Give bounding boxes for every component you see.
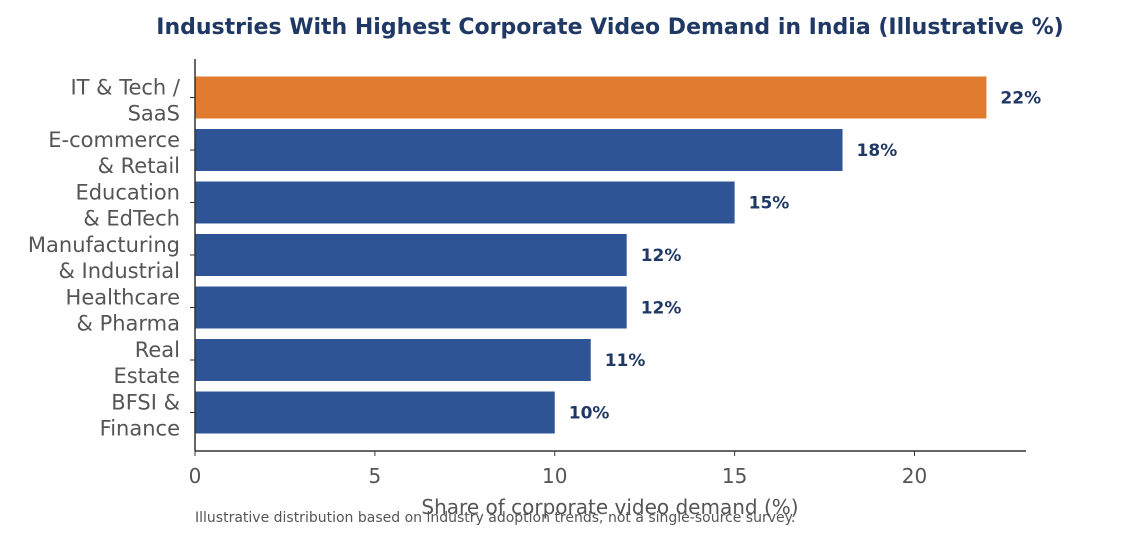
- footnote: Illustrative distribution based on indus…: [195, 510, 795, 526]
- category-label-4: Healthcare & Pharma: [66, 286, 180, 336]
- bar-2: [195, 181, 735, 224]
- category-label-1: E-commerce & Retail: [48, 128, 180, 178]
- x-tick-label-4: 20: [902, 464, 927, 488]
- category-label-3: Manufacturing & Industrial: [28, 233, 180, 283]
- data-label-5: 11%: [605, 351, 646, 371]
- bar-5: [195, 339, 591, 381]
- data-label-4: 12%: [641, 299, 682, 319]
- data-label-3: 12%: [641, 246, 682, 266]
- category-label-0: IT & Tech / SaaS: [70, 76, 180, 126]
- chart-title: Industries With Highest Corporate Video …: [156, 15, 1063, 40]
- data-label-2: 15%: [749, 194, 790, 214]
- data-label-6: 10%: [569, 404, 610, 424]
- x-axis-title: Share of corporate video demand (%): [421, 495, 798, 519]
- labels-layer: 22% IT & Tech / SaaS 18% E-commerce & Retail 1…: [28, 76, 1041, 441]
- data-label-1: 18%: [857, 141, 898, 161]
- bar-0: [195, 76, 987, 119]
- x-tick-label-2: 10: [542, 464, 567, 488]
- x-tick-label-0: 0: [189, 464, 202, 488]
- bar-6: [195, 391, 555, 434]
- data-label-0: 22%: [1000, 89, 1041, 109]
- bar-1: [195, 129, 843, 171]
- category-label-5: Real Estate: [114, 338, 180, 388]
- category-label-6: BFSI & Finance: [100, 391, 180, 441]
- bar-4: [195, 286, 627, 329]
- category-label-2: Education & EdTech: [75, 181, 180, 231]
- bars-layer: [195, 76, 987, 434]
- x-tick-label-3: 15: [722, 464, 747, 488]
- x-tick-label-1: 5: [369, 464, 382, 488]
- bar-3: [195, 234, 627, 276]
- x-ticks-layer: 0 5 10 15 20: [189, 97, 927, 488]
